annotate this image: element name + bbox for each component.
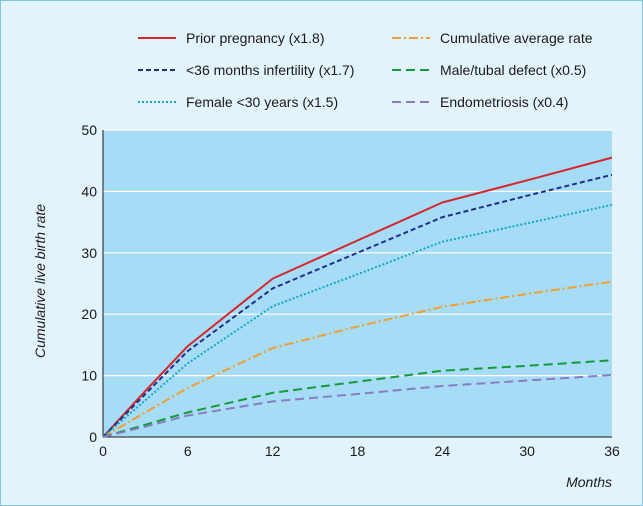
legend-label: Female <30 years (x1.5) (186, 94, 338, 110)
x-tick-label: 12 (265, 443, 281, 459)
x-axis-label: Months (566, 474, 612, 490)
legend-label: Cumulative average rate (440, 30, 593, 46)
y-tick-label: 10 (81, 368, 97, 384)
legend-label: <36 months infertility (x1.7) (186, 62, 354, 78)
series-line-2 (102, 173, 613, 438)
legend-label: Male/tubal defect (x0.5) (440, 62, 586, 78)
x-tick-label: 30 (519, 443, 535, 459)
y-tick-label: 0 (89, 429, 97, 445)
y-tick-label: 20 (81, 306, 97, 322)
x-tick-label: 36 (604, 443, 620, 459)
y-tick-label: 50 (81, 122, 97, 138)
y-tick-label: 40 (81, 183, 97, 199)
legend-label: Endometriosis (x0.4) (440, 94, 568, 110)
legend: Prior pregnancy (x1.8) Cumulative average… (138, 30, 593, 110)
series-line-5 (102, 374, 613, 438)
x-tick-label: 24 (435, 443, 451, 459)
legend-label: Prior pregnancy (x1.8) (186, 30, 325, 46)
series-line-0 (102, 156, 613, 438)
tick-labels: 0 10 20 30 40 50 0 6 12 18 24 30 36 (81, 122, 620, 459)
y-tick-label: 30 (81, 245, 97, 261)
series-line-1 (102, 280, 613, 438)
gridlines (103, 129, 612, 377)
axes (102, 130, 612, 438)
y-axis-label: Cumulative live birth rate (32, 204, 48, 358)
series-lines (102, 156, 613, 438)
series-line-4 (102, 203, 613, 438)
x-tick-label: 6 (184, 443, 192, 459)
x-tick-label: 18 (350, 443, 366, 459)
x-tick-label: 0 (99, 443, 107, 459)
series-line-3 (102, 359, 613, 438)
plot-area (103, 130, 612, 437)
